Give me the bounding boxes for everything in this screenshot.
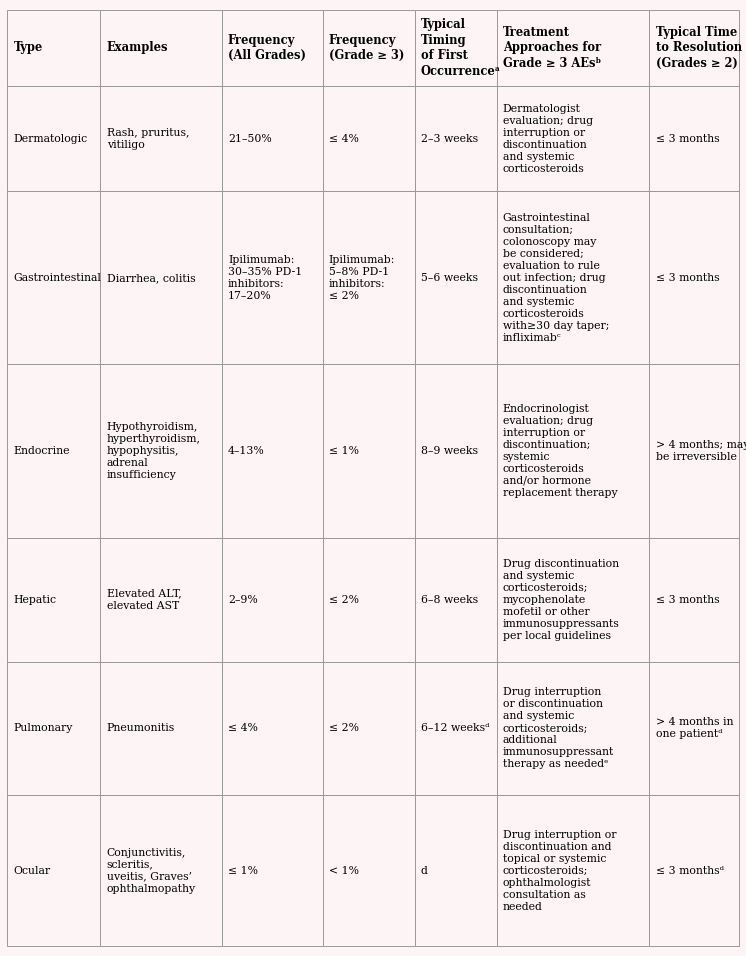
Text: ≤ 3 monthsᵈ: ≤ 3 monthsᵈ	[656, 866, 724, 876]
Bar	[222, 191, 322, 364]
Text: Diarrhea, colitis: Diarrhea, colitis	[107, 272, 195, 283]
Bar	[415, 795, 497, 946]
Bar	[7, 191, 100, 364]
Text: Typical
Timing
of First
Occurrenceᵃ: Typical Timing of First Occurrenceᵃ	[421, 18, 501, 77]
Bar	[7, 10, 100, 86]
Text: ≤ 1%: ≤ 1%	[228, 866, 258, 876]
Bar	[649, 662, 739, 795]
Bar	[222, 662, 322, 795]
Bar	[100, 795, 222, 946]
Text: Pneumonitis: Pneumonitis	[107, 724, 175, 733]
Text: Gastrointestinal: Gastrointestinal	[13, 272, 101, 283]
Bar	[649, 537, 739, 662]
Bar	[497, 662, 649, 795]
Text: Typical Time
to Resolution
(Grades ≥ 2): Typical Time to Resolution (Grades ≥ 2)	[656, 26, 742, 70]
Bar	[322, 795, 415, 946]
Bar	[497, 364, 649, 537]
Text: Frequency
(Grade ≥ 3): Frequency (Grade ≥ 3)	[329, 33, 404, 62]
Bar	[222, 10, 322, 86]
Text: 2–3 weeks: 2–3 weeks	[421, 134, 478, 143]
Bar	[322, 662, 415, 795]
Bar	[322, 364, 415, 537]
Bar	[7, 86, 100, 191]
Text: Pulmonary: Pulmonary	[13, 724, 73, 733]
Bar	[322, 10, 415, 86]
Text: Ipilimumab:
30–35% PD-1
inhibitors:
17–20%: Ipilimumab: 30–35% PD-1 inhibitors: 17–2…	[228, 255, 302, 301]
Text: 4–13%: 4–13%	[228, 445, 265, 456]
Text: ≤ 2%: ≤ 2%	[329, 724, 359, 733]
Bar	[497, 537, 649, 662]
Text: > 4 months in
one patientᵈ: > 4 months in one patientᵈ	[656, 717, 733, 739]
Text: 6–8 weeks: 6–8 weeks	[421, 595, 478, 605]
Text: Rash, pruritus,
vitiligo: Rash, pruritus, vitiligo	[107, 128, 189, 150]
Bar	[7, 364, 100, 537]
Text: Type: Type	[13, 41, 43, 54]
Bar	[100, 10, 222, 86]
Bar	[322, 86, 415, 191]
Text: 8–9 weeks: 8–9 weeks	[421, 445, 478, 456]
Text: 21–50%: 21–50%	[228, 134, 272, 143]
Bar	[322, 191, 415, 364]
Bar	[497, 191, 649, 364]
Bar	[415, 537, 497, 662]
Text: Hepatic: Hepatic	[13, 595, 57, 605]
Bar	[415, 662, 497, 795]
Bar	[649, 795, 739, 946]
Bar	[322, 537, 415, 662]
Bar	[222, 364, 322, 537]
Text: Elevated ALT,
elevated AST: Elevated ALT, elevated AST	[107, 589, 181, 611]
Bar	[649, 10, 739, 86]
Text: Frequency
(All Grades): Frequency (All Grades)	[228, 33, 306, 62]
Text: Hypothyroidism,
hyperthyroidism,
hypophysitis,
adrenal
insufficiency: Hypothyroidism, hyperthyroidism, hypophy…	[107, 422, 201, 480]
Bar	[7, 795, 100, 946]
Text: ≤ 3 months: ≤ 3 months	[656, 134, 719, 143]
Text: ≤ 3 months: ≤ 3 months	[656, 272, 719, 283]
Bar	[415, 10, 497, 86]
Bar	[497, 10, 649, 86]
Text: 2–9%: 2–9%	[228, 595, 257, 605]
Bar	[649, 364, 739, 537]
Bar	[7, 537, 100, 662]
Bar	[100, 662, 222, 795]
Text: > 4 months; may
be irreversible: > 4 months; may be irreversible	[656, 440, 746, 462]
Text: Dermatologic: Dermatologic	[13, 134, 88, 143]
Text: ≤ 4%: ≤ 4%	[228, 724, 258, 733]
Text: ≤ 1%: ≤ 1%	[329, 445, 359, 456]
Bar	[100, 364, 222, 537]
Text: 6–12 weeksᵈ: 6–12 weeksᵈ	[421, 724, 489, 733]
Bar	[222, 86, 322, 191]
Text: Ipilimumab:
5–8% PD-1
inhibitors:
≤ 2%: Ipilimumab: 5–8% PD-1 inhibitors: ≤ 2%	[329, 255, 395, 301]
Bar	[497, 795, 649, 946]
Text: ≤ 2%: ≤ 2%	[329, 595, 359, 605]
Bar	[649, 86, 739, 191]
Text: Endocrine: Endocrine	[13, 445, 70, 456]
Text: Ocular: Ocular	[13, 866, 51, 876]
Bar	[100, 86, 222, 191]
Text: ≤ 4%: ≤ 4%	[329, 134, 359, 143]
Text: d: d	[421, 866, 427, 876]
Text: Conjunctivitis,
scleritis,
uveitis, Graves’
ophthalmopathy: Conjunctivitis, scleritis, uveitis, Grav…	[107, 848, 195, 894]
Bar	[222, 537, 322, 662]
Bar	[100, 537, 222, 662]
Bar	[415, 191, 497, 364]
Text: Dermatologist
evaluation; drug
interruption or
discontinuation
and systemic
cort: Dermatologist evaluation; drug interrupt…	[503, 104, 593, 174]
Text: Drug discontinuation
and systemic
corticosteroids;
mycophenolate
mofetil or othe: Drug discontinuation and systemic cortic…	[503, 558, 619, 641]
Text: Drug interruption or
discontinuation and
topical or systemic
corticosteroids;
op: Drug interruption or discontinuation and…	[503, 830, 616, 912]
Text: Treatment
Approaches for
Grade ≥ 3 AEsᵇ: Treatment Approaches for Grade ≥ 3 AEsᵇ	[503, 26, 601, 70]
Bar	[497, 86, 649, 191]
Bar	[415, 86, 497, 191]
Text: < 1%: < 1%	[329, 866, 359, 876]
Bar	[7, 662, 100, 795]
Text: ≤ 3 months: ≤ 3 months	[656, 595, 719, 605]
Text: Endocrinologist
evaluation; drug
interruption or
discontinuation;
systemic
corti: Endocrinologist evaluation; drug interru…	[503, 404, 618, 498]
Bar	[100, 191, 222, 364]
Text: Gastrointestinal
consultation;
colonoscopy may
be considered;
evaluation to rule: Gastrointestinal consultation; colonosco…	[503, 213, 609, 343]
Text: Drug interruption
or discontinuation
and systemic
corticosteroids;
additional
im: Drug interruption or discontinuation and…	[503, 687, 614, 770]
Text: Examples: Examples	[107, 41, 168, 54]
Bar	[415, 364, 497, 537]
Bar	[649, 191, 739, 364]
Text: 5–6 weeks: 5–6 weeks	[421, 272, 478, 283]
Bar	[222, 795, 322, 946]
